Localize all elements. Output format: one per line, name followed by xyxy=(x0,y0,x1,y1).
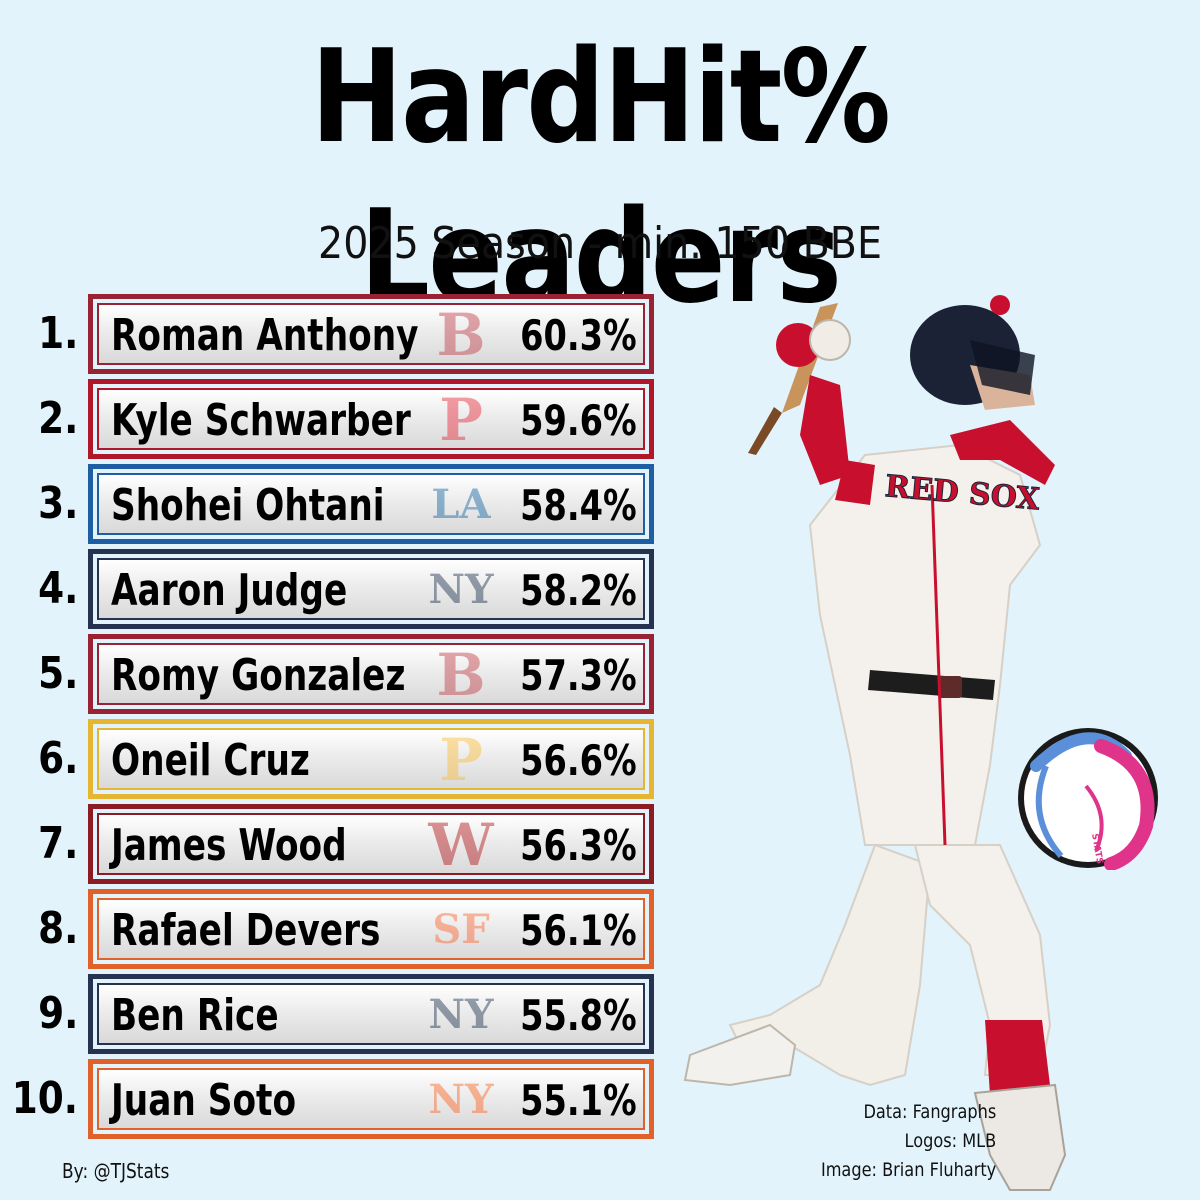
leader-row-5: 5. Romy Gonzalez B 57.3% xyxy=(0,634,660,714)
yankees-ny-logo-icon: NY xyxy=(428,566,494,613)
rank-label: 9. xyxy=(37,988,78,1039)
leader-card: Rafael Devers SF 56.1% xyxy=(88,889,654,969)
player-name: Oneil Cruz xyxy=(111,735,310,786)
player-name: Aaron Judge xyxy=(111,565,348,616)
tjstats-logo-icon: STATS xyxy=(1018,728,1158,870)
rank-label: 7. xyxy=(37,818,78,869)
leader-card: Juan Soto NY 55.1% xyxy=(88,1059,654,1139)
hardhit-pct: 60.3% xyxy=(520,311,637,360)
hardhit-pct: 55.1% xyxy=(520,1076,637,1125)
player-name: Romy Gonzalez xyxy=(111,650,406,701)
rank-label: 8. xyxy=(37,903,78,954)
player-name: Roman Anthony xyxy=(111,310,419,361)
nationals-w-logo-icon: W xyxy=(428,813,494,875)
leader-row-7: 7. James Wood W 56.3% xyxy=(0,804,660,884)
leader-row-8: 8. Rafael Devers SF 56.1% xyxy=(0,889,660,969)
leader-row-2: 2. Kyle Schwarber P 59.6% xyxy=(0,379,660,459)
player-name: Kyle Schwarber xyxy=(111,395,411,446)
leader-card: Kyle Schwarber P 59.6% xyxy=(88,379,654,459)
credits: Data: Fangraphs Logos: MLB Image: Brian … xyxy=(790,1098,996,1185)
player-name: Rafael Devers xyxy=(111,905,381,956)
player-name: Ben Rice xyxy=(111,990,279,1041)
dodgers-la-logo-icon: LA xyxy=(431,481,491,528)
leader-row-1: 1. Roman Anthony B 60.3% xyxy=(0,294,660,374)
giants-sf-logo-icon: SF xyxy=(432,906,490,953)
page-title: HardHit% Leaders xyxy=(310,23,891,332)
leader-card: Roman Anthony B 60.3% xyxy=(88,294,654,374)
credit-image: Image: Brian Fluharty xyxy=(820,1159,996,1181)
hardhit-pct: 56.1% xyxy=(520,906,637,955)
hardhit-pct: 57.3% xyxy=(520,651,637,700)
leader-card: Ben Rice NY 55.8% xyxy=(88,974,654,1054)
credit-data: Data: Fangraphs xyxy=(863,1101,996,1123)
leader-card: Aaron Judge NY 58.2% xyxy=(88,549,654,629)
hardhit-pct: 56.6% xyxy=(520,736,637,785)
hardhit-pct: 58.4% xyxy=(520,481,637,530)
credit-logos: Logos: MLB xyxy=(904,1130,996,1152)
player-photo: RED SOX xyxy=(683,295,1067,1191)
hardhit-pct: 58.2% xyxy=(520,566,637,615)
red-sox-b-logo-icon: B xyxy=(436,643,486,705)
leader-card: Oneil Cruz P 56.6% xyxy=(88,719,654,799)
yankees-ny-logo-icon: NY xyxy=(428,991,494,1038)
leader-row-4: 4. Aaron Judge NY 58.2% xyxy=(0,549,660,629)
hardhit-pct: 59.6% xyxy=(520,396,637,445)
player-name: James Wood xyxy=(111,820,347,871)
player-name: Juan Soto xyxy=(111,1075,297,1126)
rank-label: 6. xyxy=(37,733,78,784)
hardhit-pct: 55.8% xyxy=(520,991,637,1040)
page-subtitle: 2025 Season - min. 150 BBE xyxy=(318,218,882,269)
byline: By: @TJStats xyxy=(62,1159,170,1183)
pirates-p-logo-icon: P xyxy=(439,728,483,790)
leader-card: Romy Gonzalez B 57.3% xyxy=(88,634,654,714)
leader-card: James Wood W 56.3% xyxy=(88,804,654,884)
leader-card: Shohei Ohtani LA 58.4% xyxy=(88,464,654,544)
rank-label: 2. xyxy=(37,393,78,444)
leader-row-9: 9. Ben Rice NY 55.8% xyxy=(0,974,660,1054)
leader-row-6: 6. Oneil Cruz P 56.6% xyxy=(0,719,660,799)
leader-row-10: 10. Juan Soto NY 55.1% xyxy=(0,1059,660,1139)
red-sox-b-logo-icon: B xyxy=(436,303,486,365)
rank-label: 10. xyxy=(11,1073,78,1124)
phillies-p-logo-icon: P xyxy=(439,388,483,450)
rank-label: 3. xyxy=(37,478,78,529)
rank-label: 1. xyxy=(37,308,78,359)
rank-label: 4. xyxy=(37,563,78,614)
hardhit-pct: 56.3% xyxy=(520,821,637,870)
player-name: Shohei Ohtani xyxy=(111,480,385,531)
mets-ny-logo-icon: NY xyxy=(428,1076,494,1123)
leader-row-3: 3. Shohei Ohtani LA 58.4% xyxy=(0,464,660,544)
rank-label: 5. xyxy=(37,648,78,699)
